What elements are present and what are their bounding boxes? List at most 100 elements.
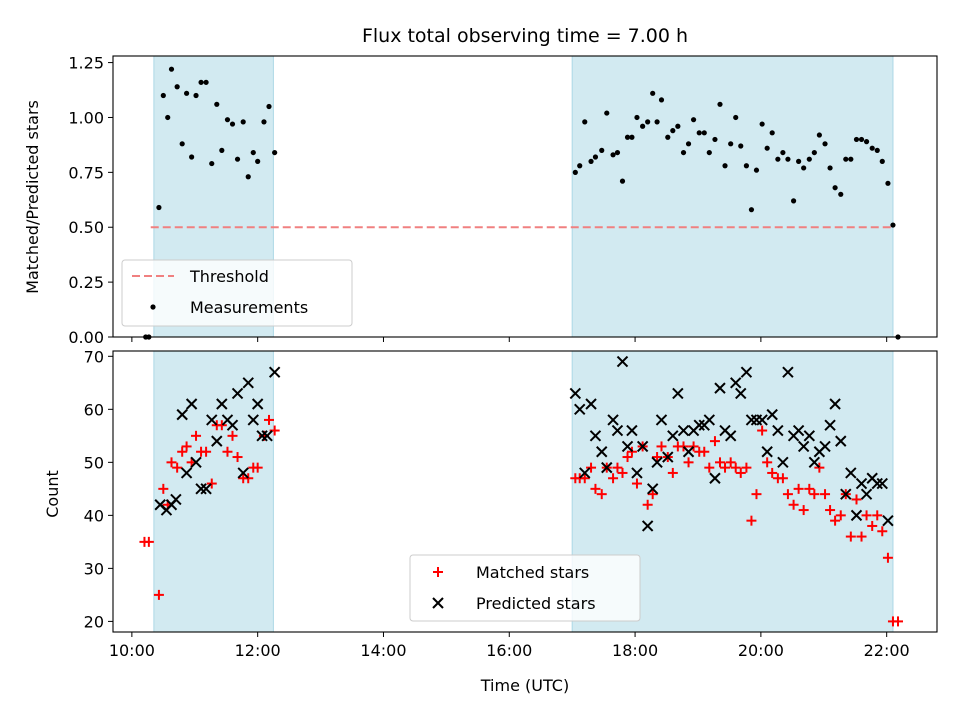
measurement-point	[654, 119, 660, 125]
measurement-point	[629, 134, 635, 140]
predicted-star-point	[766, 408, 778, 421]
predicted-star-point	[819, 440, 831, 453]
y-tick-label: 0.00	[68, 328, 104, 347]
top-panel: 0.00 0.25 0.50 0.75 1.00 1.25 Flux total obse…	[23, 25, 938, 347]
matched-star-point	[243, 473, 254, 484]
bottom-y-ticks: 20 30 40 50 60 70	[84, 347, 113, 631]
predicted-star-point	[855, 477, 868, 490]
measurement-point	[738, 143, 744, 149]
matched-star-point	[166, 457, 177, 468]
matched-star-point	[735, 467, 746, 478]
predicted-star-point	[677, 424, 690, 437]
measurement-point	[234, 156, 241, 162]
bottom-axes-frame	[112, 350, 938, 633]
measurement-point	[599, 147, 605, 153]
measurement-point	[843, 156, 849, 162]
measurement-point	[801, 165, 807, 171]
bottom-y-axis-label: Count	[43, 470, 62, 518]
predicted-star-point	[176, 408, 188, 421]
measurement-point	[806, 156, 812, 162]
predicted-star-point	[655, 414, 668, 426]
measurement-point	[193, 92, 199, 99]
measurement-point	[245, 174, 251, 180]
measurement-point	[614, 149, 621, 156]
predicted-star-point	[772, 424, 784, 437]
predicted-star-point	[829, 398, 841, 410]
measurement-point	[733, 114, 739, 121]
measurement-point	[588, 158, 594, 164]
predicted-star-point	[574, 403, 586, 416]
measurement-point	[848, 156, 854, 162]
matched-star-point	[206, 478, 217, 489]
measurement-point	[160, 92, 166, 99]
predicted-star-point	[585, 398, 597, 410]
predicted-star-point	[745, 414, 758, 426]
predicted-star-point	[714, 382, 726, 394]
measurement-point	[753, 167, 760, 173]
measurement-point	[224, 117, 231, 123]
measurement-point	[203, 79, 209, 85]
predicted-star-point	[662, 451, 674, 463]
measurement-point	[748, 207, 755, 213]
measurement-point	[775, 156, 781, 162]
predicted-star-point	[185, 398, 198, 410]
measurement-point	[168, 66, 175, 72]
predicted-star-point	[740, 366, 753, 378]
predicted-star-point	[226, 419, 239, 431]
predicted-star-point	[840, 488, 852, 500]
matched-star-point	[622, 452, 633, 463]
predicted-star-point	[667, 430, 679, 442]
measurement-point	[650, 90, 656, 96]
measurement-point	[577, 163, 583, 169]
matched-star-point	[263, 414, 274, 425]
measurement-point	[665, 134, 671, 140]
predicted-star-point	[876, 477, 888, 490]
matched-star-point	[590, 483, 601, 494]
matched-star-point	[652, 452, 663, 463]
measurement-point	[690, 117, 697, 123]
measurement-point	[640, 123, 646, 129]
predicted-star-point	[626, 424, 638, 437]
measurement-point	[863, 139, 870, 145]
matched-star-point	[762, 457, 773, 468]
predicted-star-point	[611, 424, 624, 437]
y-tick-label: 0.75	[68, 163, 104, 182]
matched-star-point	[820, 489, 831, 500]
matched-star-point	[216, 420, 227, 431]
predicted-star-point	[777, 456, 789, 469]
measurement-point	[261, 119, 267, 125]
matched-star-point	[845, 531, 856, 542]
y-tick-label: 50	[84, 453, 104, 472]
measurement-point	[811, 149, 817, 156]
matched-star-point	[201, 446, 212, 457]
predicted-star-point	[871, 477, 883, 490]
measurement-point	[604, 110, 610, 116]
predicted-star-point	[672, 387, 684, 400]
measurement-point	[214, 101, 220, 107]
measurement-point	[685, 141, 692, 147]
measurement-point	[796, 158, 802, 164]
predicted-star-point	[216, 398, 228, 410]
measurement-point	[229, 121, 236, 127]
matched-star-point	[782, 489, 793, 500]
measurement-point	[255, 158, 261, 164]
predicted-star-point	[636, 440, 649, 453]
measurement-point	[785, 156, 791, 162]
x-tick-label: 10:00	[109, 641, 155, 660]
predicted-star-point	[782, 366, 794, 378]
x-tick-label: 20:00	[738, 641, 784, 660]
measurement-point	[816, 132, 822, 138]
matched-star-point	[252, 462, 263, 473]
measurement-point	[240, 119, 246, 125]
matched-star-point	[825, 505, 836, 516]
matched-star-point	[725, 457, 736, 468]
measurement-point	[680, 149, 687, 156]
predicted-star-point	[211, 435, 223, 447]
matched-star-point	[667, 467, 678, 478]
measurement-point	[764, 145, 770, 151]
matched-star-point	[688, 441, 699, 452]
legend-predicted-swatch	[432, 597, 444, 609]
matched-star-point	[835, 510, 846, 521]
predicted-star-point	[237, 467, 249, 479]
measurement-point	[209, 160, 215, 167]
